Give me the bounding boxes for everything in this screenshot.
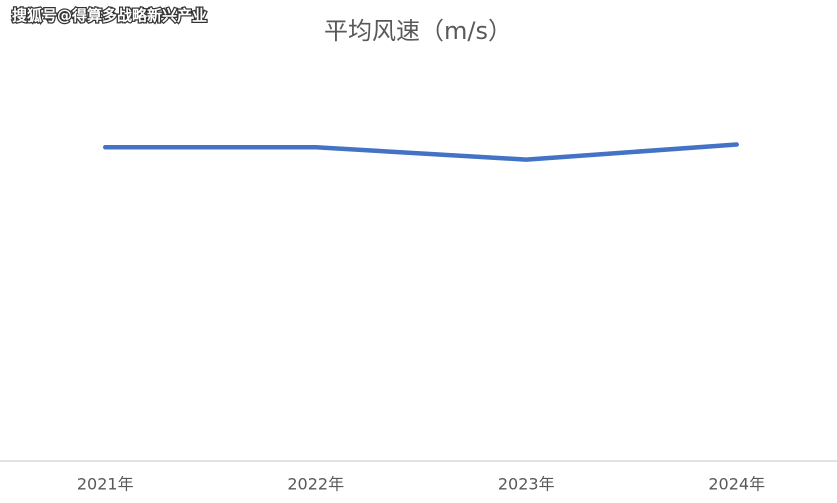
watermark: 搜狐号@得算多战略新兴产业 xyxy=(12,7,207,25)
chart-title: 平均风速（m/s） xyxy=(324,17,512,45)
x-tick-label: 2023年 xyxy=(498,475,555,494)
data-line xyxy=(103,142,739,162)
x-tick-label: 2021年 xyxy=(77,475,134,494)
x-tick-label: 2022年 xyxy=(287,475,344,494)
x-tick-label: 2024年 xyxy=(708,475,765,494)
